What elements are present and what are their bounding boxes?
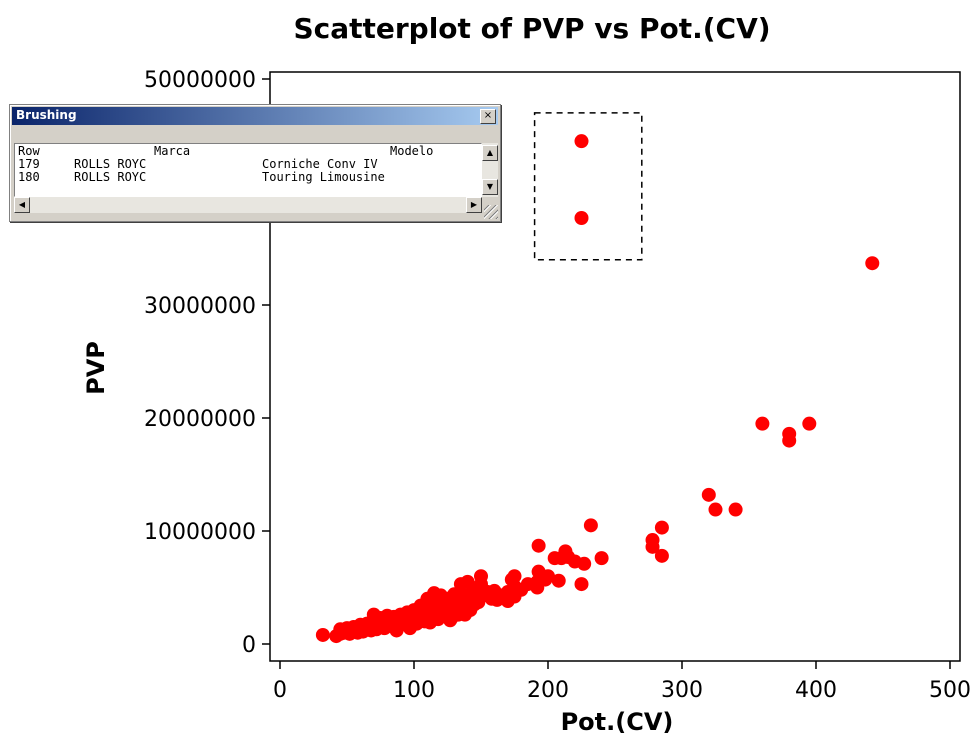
data-point[interactable] [583, 518, 598, 533]
y-tick-label: 10000000 [144, 520, 256, 545]
data-point[interactable] [701, 487, 716, 502]
data-point[interactable] [389, 623, 404, 638]
data-point[interactable] [504, 572, 519, 587]
data-point[interactable] [645, 539, 660, 554]
row-marca: ROLLS ROYC [74, 157, 147, 171]
data-point[interactable] [654, 520, 669, 535]
data-point[interactable] [594, 551, 609, 566]
scroll-down-icon[interactable]: ▼ [482, 179, 498, 195]
y-tick-label: 0 [242, 633, 256, 658]
column-header-modelo: Modelo [390, 144, 434, 158]
data-point[interactable] [574, 577, 589, 592]
data-point[interactable] [654, 548, 669, 563]
data-points [315, 134, 880, 644]
close-icon[interactable]: × [480, 109, 496, 124]
brush-selection-rectangle[interactable] [533, 112, 643, 261]
data-point[interactable] [531, 564, 546, 579]
data-point[interactable] [443, 613, 458, 628]
y-tick-label: 50000000 [144, 68, 256, 93]
data-point[interactable] [551, 573, 566, 588]
y-tick-label: 20000000 [144, 407, 256, 432]
data-point[interactable] [755, 416, 770, 431]
list-item[interactable]: 180 ROLLS ROYC Touring Limousine [18, 170, 385, 184]
data-point[interactable] [708, 502, 723, 517]
list-header: Row Marca Modelo [18, 144, 433, 158]
scroll-left-icon[interactable]: ◀ [14, 197, 30, 213]
x-tick-label: 300 [661, 678, 703, 703]
data-point[interactable] [514, 582, 529, 597]
resize-grip-icon[interactable] [484, 205, 498, 219]
data-point[interactable] [490, 592, 505, 607]
scroll-up-icon[interactable]: ▲ [482, 145, 498, 161]
column-header-row: Row [18, 144, 40, 158]
x-axis: 0 100 200 300 400 500 [273, 661, 971, 703]
data-point[interactable] [728, 502, 743, 517]
x-tick-label: 100 [393, 678, 435, 703]
list-item[interactable]: 179 ROLLS ROYC Corniche Conv IV [18, 157, 378, 171]
y-tick-label: 30000000 [144, 294, 256, 319]
row-marca: ROLLS ROYC [74, 170, 147, 184]
row-modelo: Corniche Conv IV [262, 157, 378, 171]
x-axis-label: Pot.(CV) [561, 708, 674, 736]
data-point[interactable] [782, 433, 797, 448]
plot-frame [269, 71, 961, 662]
x-tick-label: 400 [795, 678, 837, 703]
scroll-right-icon[interactable]: ▶ [466, 197, 482, 213]
brushing-titlebar[interactable]: Brushing × [12, 107, 498, 125]
data-point[interactable] [402, 621, 417, 636]
data-point[interactable] [453, 577, 468, 592]
data-point[interactable] [574, 134, 589, 149]
vertical-scrollbar[interactable]: ▲ ▼ [482, 143, 498, 197]
data-point[interactable] [329, 629, 344, 644]
row-number: 179 [18, 157, 40, 171]
data-point[interactable] [547, 551, 562, 566]
data-point[interactable] [315, 627, 330, 642]
data-point[interactable] [574, 210, 589, 225]
row-modelo: Touring Limousine [262, 170, 385, 184]
data-point[interactable] [423, 615, 438, 630]
data-point[interactable] [802, 416, 817, 431]
chart-title: Scatterplot of PVP vs Pot.(CV) [293, 12, 770, 45]
data-point[interactable] [531, 538, 546, 553]
horizontal-scrollbar[interactable]: ◀ ▶ [14, 197, 482, 213]
column-header-marca: Marca [154, 144, 191, 158]
brushing-list[interactable]: Row Marca Modelo 179 ROLLS ROYC Corniche… [14, 143, 482, 197]
data-point[interactable] [463, 603, 478, 618]
brushing-window[interactable]: Brushing × Row Marca Modelo 179 ROLLS RO… [9, 104, 501, 222]
x-tick-label: 500 [929, 678, 971, 703]
x-tick-label: 200 [527, 678, 569, 703]
x-tick-label: 0 [273, 678, 287, 703]
brushing-title: Brushing [16, 108, 77, 122]
y-axis-label: PVP [82, 341, 110, 395]
row-number: 180 [18, 170, 40, 184]
data-point[interactable] [865, 256, 880, 271]
